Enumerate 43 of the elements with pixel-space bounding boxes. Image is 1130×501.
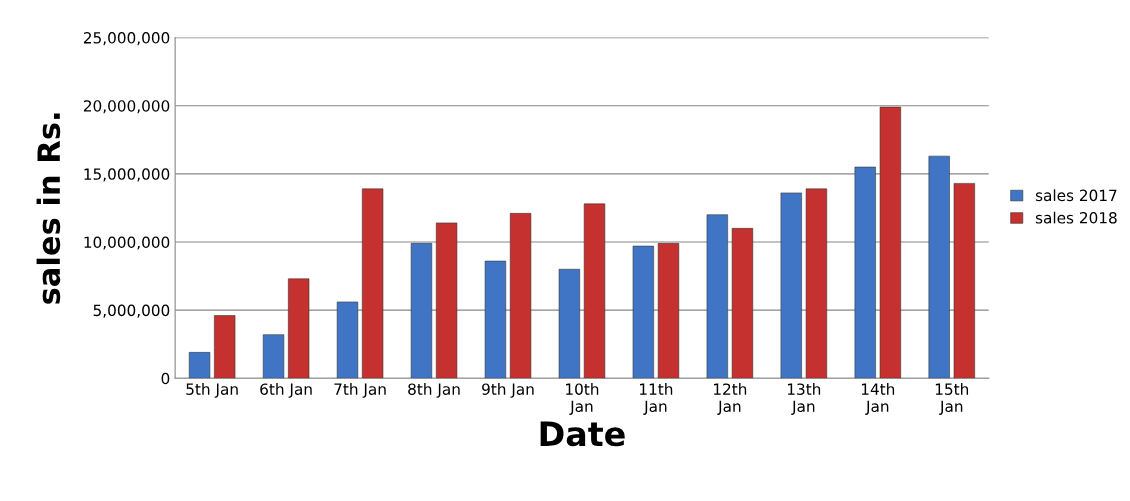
bar [879, 106, 902, 379]
y-tick-label: 10,000,000 [84, 236, 170, 250]
bar [509, 213, 532, 379]
bar [854, 166, 876, 379]
x-tick-label: 11th Jan [640, 383, 673, 415]
bar [188, 352, 211, 379]
bar [706, 214, 728, 379]
bar [362, 188, 384, 379]
y-tick-label: 5,000,000 [93, 304, 170, 318]
bar [435, 222, 458, 379]
bar [657, 243, 680, 379]
bar [410, 243, 433, 379]
x-tick-label: 13th Jan [787, 383, 821, 415]
x-tick-label: 12th Jan [714, 383, 747, 415]
x-tick-label: 7th Jan [334, 383, 386, 398]
y-axis-title: sales in Rs. [36, 113, 61, 304]
x-tick-label: 10th Jan [566, 383, 599, 415]
x-tick-label: 15th Jan [935, 383, 969, 415]
bar [288, 278, 310, 379]
x-tick-label: 14th Jan [861, 383, 895, 415]
bar [336, 301, 359, 379]
bar [484, 260, 507, 379]
y-tick-label: 20,000,000 [83, 100, 170, 114]
bar [731, 228, 754, 379]
bar [583, 203, 606, 379]
y-tick-label: 0 [161, 372, 170, 385]
bar [262, 334, 285, 379]
y-tick-label: 15,000,000 [84, 168, 170, 182]
bar [805, 188, 828, 379]
x-tick-label: 5th Jan [186, 383, 238, 398]
legend-label: sales 2017 [1035, 189, 1117, 202]
bar [953, 183, 975, 379]
bar [632, 245, 654, 379]
legend-label: sales 2018 [1035, 211, 1117, 224]
bar [780, 192, 802, 379]
bar [214, 315, 236, 379]
bar [558, 268, 581, 379]
x-tick-label: 9th Jan [482, 383, 534, 398]
x-tick-label: 8th Jan [408, 383, 460, 398]
bar [928, 155, 950, 379]
x-axis-title: Date [540, 421, 625, 447]
x-tick-label: 6th Jan [260, 383, 312, 398]
y-tick-label: 25,000,000 [83, 32, 170, 46]
